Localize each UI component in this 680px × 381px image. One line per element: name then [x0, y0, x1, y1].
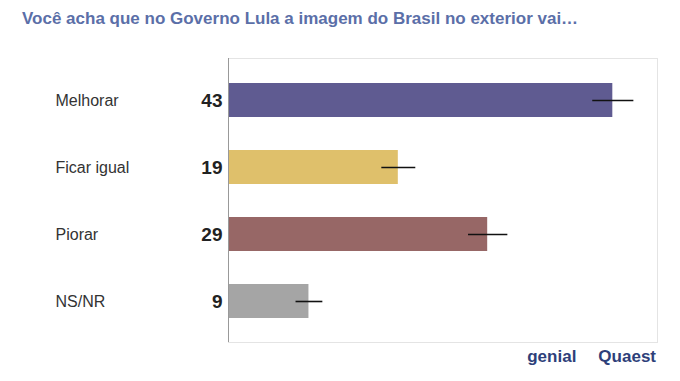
html-text:genial: genial [527, 347, 577, 366]
svg-text:43: 43 [201, 90, 222, 111]
svg-text:Piorar: Piorar [56, 226, 99, 243]
svg-text:29: 29 [201, 224, 222, 245]
html-text:Você acha que no Governo Lula: Você acha que no Governo Lula a imagem d… [22, 9, 579, 28]
svg-text:9: 9 [212, 291, 223, 312]
svg-text:Melhorar: Melhorar [56, 92, 120, 109]
svg-text:NS/NR: NS/NR [56, 293, 106, 310]
svg-text:19: 19 [201, 157, 222, 178]
html-text:Quaest: Quaest [598, 347, 656, 366]
svg-text:Ficar igual: Ficar igual [56, 159, 130, 176]
